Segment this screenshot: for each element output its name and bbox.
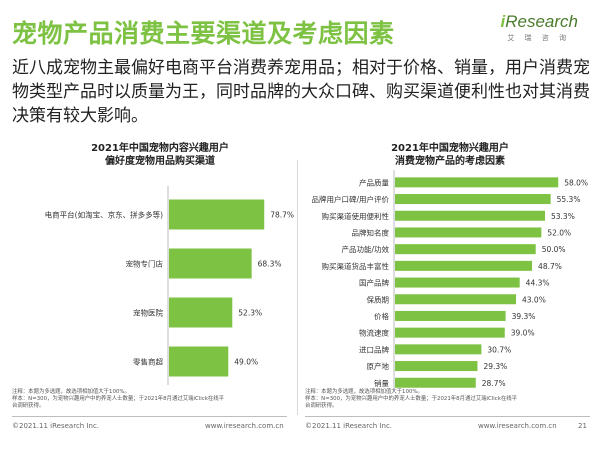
logo-i-mark: i [500,12,506,31]
logo-subtitle: 艾 瑞 咨 询 [507,34,570,42]
bar [395,177,559,188]
logo-wordmark: Research [505,12,578,31]
footer-rule-left [12,416,287,417]
category-label: 电商平台(如淘宝、京东、拼多多等) [45,210,163,220]
bar [395,294,517,305]
value-label: 44.3% [526,279,550,288]
url-right: www.iresearch.com.cn [478,422,557,430]
value-label: 52.0% [547,228,571,237]
value-label: 39.0% [511,329,535,338]
category-label: 宠物医院 [133,308,163,318]
bar [169,346,229,377]
bar [395,227,542,238]
bar [169,199,265,230]
bar [395,344,482,355]
bar [395,210,546,221]
category-label: 宠物专门店 [126,259,164,269]
bar [395,361,478,372]
bar [395,260,533,271]
value-label: 68.3% [258,260,282,269]
category-label: 零售商超 [133,357,163,367]
factors-chart-title: 2021年中国宠物兴趣用户 消费宠物产品的考虑因素 [391,143,509,167]
footer-rule-right [305,416,590,417]
category-label: 产品质量 [359,177,389,187]
value-label: 78.7% [270,211,294,220]
value-label: 52.3% [238,309,262,318]
logo-text: iResearch [498,12,579,32]
category-label: 产品功能/功效 [341,244,389,254]
bar [169,248,252,279]
category-label: 保质期 [367,294,390,304]
channel-bar-chart: 电商平台(如淘宝、京东、拼多多等) 78.7% 宠物专门店 68.3% 宠物医院 52.3… [45,186,294,385]
page-number: 21 [578,422,587,430]
copyright-left: ©2021.11 iResearch Inc. [12,422,100,430]
bar [395,194,551,205]
category-label: 品牌知名度 [352,227,390,237]
channel-chart-title: 2021年中国宠物内容兴趣用户 偏好度宠物用品购买渠道 [91,143,229,167]
value-label: 49.0% [234,358,258,367]
category-label: 原产地 [367,361,390,371]
value-label: 30.7% [487,345,511,354]
value-label: 58.0% [564,178,588,187]
bar [395,310,506,321]
note-left: 注释：本题为多选题，故选项相加值大于100%。 样本：N=300，为宠物兴趣用户… [12,389,225,409]
bar [395,377,476,388]
category-label: 进口品牌 [359,344,389,354]
value-label: 50.0% [542,245,566,254]
category-label: 国产品牌 [359,278,389,288]
note-right: 注释：本题为多选题，故选项相加值大于100%。 样本：N=300，为宠物兴趣用户… [305,389,518,409]
bar [395,327,505,338]
bar [395,277,520,288]
factors-bar-chart: 产品质量 58.0% 品牌用户口碑/用户评价 55.3% 购买渠道使用便利性 53.3% 品… [311,170,588,392]
value-label: 29.3% [483,362,507,371]
value-label: 55.3% [557,195,581,204]
summary-text: 近八成宠物主最偏好电商平台消费养宠用品；相对于价格、销量，用户消费宠物类型产品时… [12,58,590,126]
value-label: 53.3% [551,212,575,221]
page-title: 宠物产品消费主要渠道及考虑因素 [12,19,395,48]
copyright-right: ©2021.11 iResearch Inc. [305,422,393,430]
url-left: www.iresearch.com.cn [205,422,284,430]
value-label: 39.3% [512,312,536,321]
category-label: 购买渠道使用便利性 [322,211,390,221]
category-label: 购买渠道货品丰富性 [322,261,390,271]
category-label: 销量 [374,378,389,388]
bar [169,297,233,328]
bar [395,244,536,255]
value-label: 48.7% [538,262,562,271]
value-label: 43.0% [522,295,546,304]
value-label: 28.7% [482,379,506,388]
chart-divider [297,160,298,415]
iresearch-logo: iResearch 艾 瑞 咨 询 [498,12,579,43]
category-label: 品牌用户口碑/用户评价 [311,194,389,204]
category-label: 价格 [374,311,389,321]
category-label: 物流速度 [359,328,389,338]
